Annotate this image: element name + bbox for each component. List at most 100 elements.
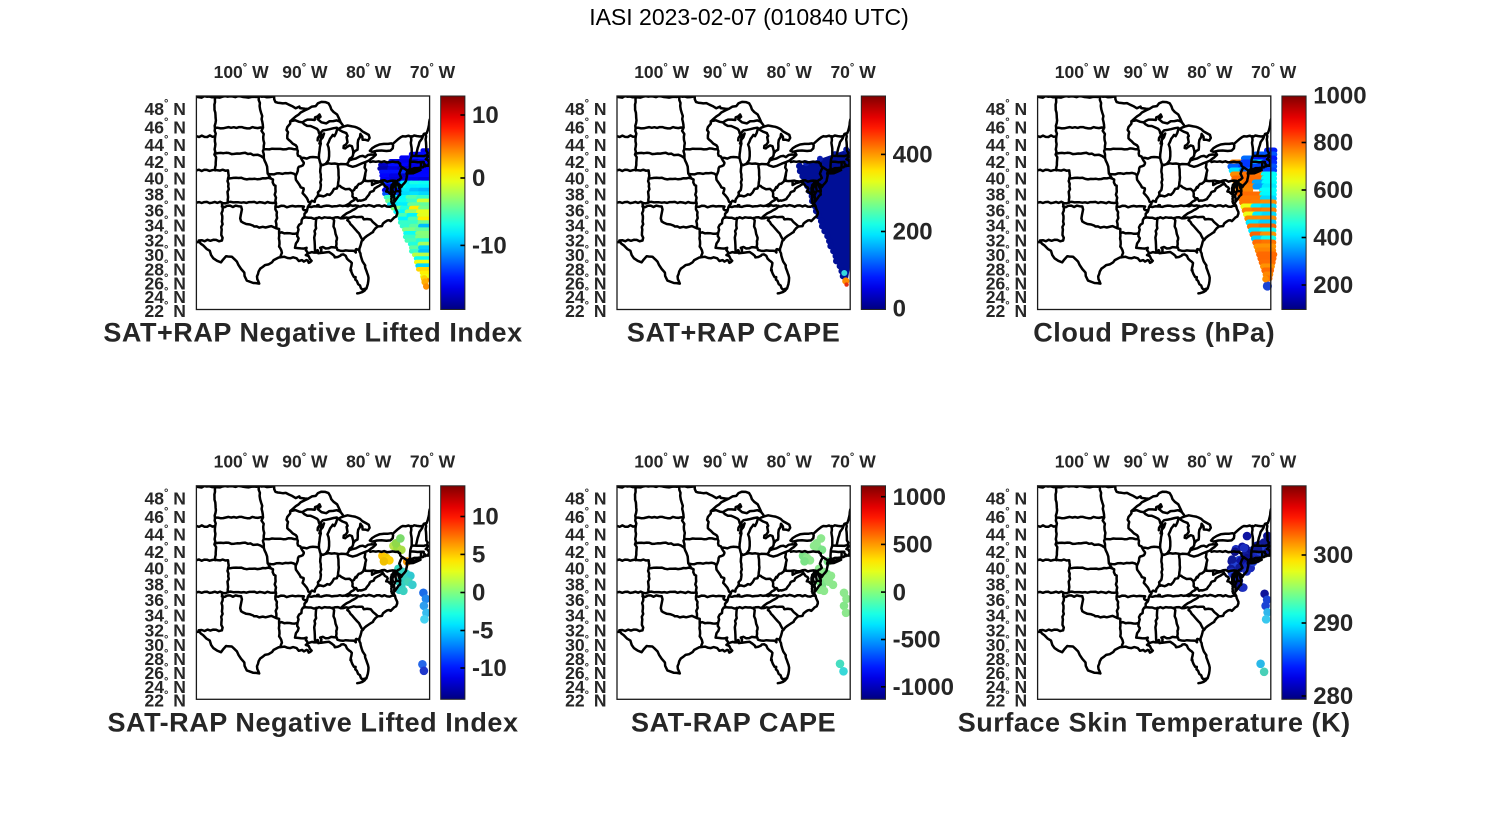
svg-text:24° N: 24° N	[565, 676, 606, 697]
svg-text:100° W: 100° W	[214, 452, 269, 472]
svg-text:28° N: 28° N	[986, 258, 1027, 279]
svg-text:90° W: 90° W	[282, 62, 328, 82]
svg-text:22° N: 22° N	[145, 300, 186, 321]
svg-text:26° N: 26° N	[565, 662, 606, 683]
svg-text:SAT+RAP CAPE: SAT+RAP CAPE	[627, 318, 840, 348]
svg-text:36° N: 36° N	[145, 589, 186, 610]
svg-text:1000: 1000	[893, 484, 946, 511]
svg-text:30° N: 30° N	[145, 244, 186, 265]
svg-text:34° N: 34° N	[565, 604, 606, 625]
svg-text:70° W: 70° W	[830, 452, 876, 472]
svg-text:48° N: 48° N	[986, 98, 1027, 119]
svg-text:30° N: 30° N	[986, 634, 1027, 655]
svg-text:22° N: 22° N	[145, 690, 186, 711]
svg-text:38° N: 38° N	[145, 574, 186, 595]
svg-text:24° N: 24° N	[145, 676, 186, 697]
svg-text:32° N: 32° N	[565, 619, 606, 640]
svg-text:38° N: 38° N	[565, 184, 606, 205]
svg-text:36° N: 36° N	[986, 589, 1027, 610]
svg-text:42° N: 42° N	[145, 541, 186, 562]
svg-text:280: 280	[1313, 683, 1353, 710]
svg-text:36° N: 36° N	[565, 589, 606, 610]
svg-text:46° N: 46° N	[145, 116, 186, 137]
svg-text:40° N: 40° N	[565, 557, 606, 578]
svg-text:Cloud Press (hPa): Cloud Press (hPa)	[1033, 318, 1275, 348]
svg-text:200: 200	[1313, 272, 1353, 299]
svg-text:34° N: 34° N	[145, 604, 186, 625]
svg-text:40° N: 40° N	[145, 557, 186, 578]
svg-text:44° N: 44° N	[565, 134, 606, 155]
svg-text:0: 0	[472, 580, 485, 607]
svg-text:42° N: 42° N	[986, 151, 1027, 172]
svg-text:24° N: 24° N	[986, 676, 1027, 697]
svg-text:80° W: 80° W	[346, 452, 392, 472]
svg-text:100° W: 100° W	[634, 62, 689, 82]
svg-text:28° N: 28° N	[145, 258, 186, 279]
svg-text:26° N: 26° N	[986, 662, 1027, 683]
svg-text:48° N: 48° N	[145, 488, 186, 509]
svg-text:90° W: 90° W	[1123, 62, 1169, 82]
svg-text:44° N: 44° N	[986, 134, 1027, 155]
svg-text:30° N: 30° N	[986, 244, 1027, 265]
svg-text:42° N: 42° N	[986, 541, 1027, 562]
svg-text:-10: -10	[472, 655, 507, 682]
svg-text:90° W: 90° W	[282, 452, 328, 472]
svg-text:32° N: 32° N	[145, 619, 186, 640]
svg-text:46° N: 46° N	[986, 116, 1027, 137]
svg-text:400: 400	[1313, 225, 1353, 252]
svg-text:34° N: 34° N	[145, 215, 186, 236]
svg-text:48° N: 48° N	[565, 98, 606, 119]
svg-text:300: 300	[1313, 542, 1353, 569]
svg-text:30° N: 30° N	[565, 634, 606, 655]
svg-text:24° N: 24° N	[986, 286, 1027, 307]
svg-text:200: 200	[893, 219, 933, 246]
svg-text:SAT-RAP CAPE: SAT-RAP CAPE	[631, 707, 836, 737]
svg-text:80° W: 80° W	[767, 62, 813, 82]
svg-text:46° N: 46° N	[565, 506, 606, 527]
svg-text:48° N: 48° N	[986, 488, 1027, 509]
svg-text:48° N: 48° N	[565, 488, 606, 509]
svg-text:34° N: 34° N	[986, 604, 1027, 625]
svg-text:48° N: 48° N	[145, 98, 186, 119]
svg-text:90° W: 90° W	[1123, 452, 1169, 472]
svg-text:28° N: 28° N	[565, 258, 606, 279]
svg-text:0: 0	[893, 579, 906, 606]
svg-text:800: 800	[1313, 130, 1353, 157]
svg-text:290: 290	[1313, 610, 1353, 637]
svg-text:90° W: 90° W	[703, 452, 749, 472]
svg-text:26° N: 26° N	[986, 272, 1027, 293]
svg-text:400: 400	[893, 142, 933, 169]
svg-text:42° N: 42° N	[145, 151, 186, 172]
svg-text:80° W: 80° W	[1187, 452, 1233, 472]
svg-text:36° N: 36° N	[565, 199, 606, 220]
svg-text:40° N: 40° N	[145, 168, 186, 189]
svg-text:30° N: 30° N	[565, 244, 606, 265]
svg-text:28° N: 28° N	[565, 648, 606, 669]
svg-text:36° N: 36° N	[986, 199, 1027, 220]
svg-text:28° N: 28° N	[986, 648, 1027, 669]
svg-text:32° N: 32° N	[145, 230, 186, 251]
svg-text:24° N: 24° N	[565, 286, 606, 307]
svg-text:70° W: 70° W	[1251, 452, 1297, 472]
svg-text:32° N: 32° N	[986, 619, 1027, 640]
svg-text:10: 10	[472, 102, 499, 129]
svg-text:0: 0	[893, 296, 906, 323]
svg-text:Surface Skin Temperature (K): Surface Skin Temperature (K)	[958, 707, 1351, 737]
svg-text:34° N: 34° N	[565, 215, 606, 236]
svg-text:0: 0	[472, 165, 485, 192]
svg-text:40° N: 40° N	[986, 168, 1027, 189]
svg-text:100° W: 100° W	[1055, 62, 1110, 82]
svg-text:26° N: 26° N	[565, 272, 606, 293]
svg-text:46° N: 46° N	[145, 506, 186, 527]
svg-text:-1000: -1000	[893, 674, 954, 701]
svg-text:38° N: 38° N	[986, 184, 1027, 205]
svg-text:44° N: 44° N	[565, 524, 606, 545]
svg-text:70° W: 70° W	[410, 452, 456, 472]
svg-text:SAT+RAP Negative Lifted Index: SAT+RAP Negative Lifted Index	[103, 318, 522, 348]
svg-text:500: 500	[893, 532, 933, 559]
svg-text:36° N: 36° N	[145, 199, 186, 220]
svg-text:80° W: 80° W	[767, 452, 813, 472]
svg-text:44° N: 44° N	[986, 524, 1027, 545]
svg-text:28° N: 28° N	[145, 648, 186, 669]
svg-text:44° N: 44° N	[145, 524, 186, 545]
